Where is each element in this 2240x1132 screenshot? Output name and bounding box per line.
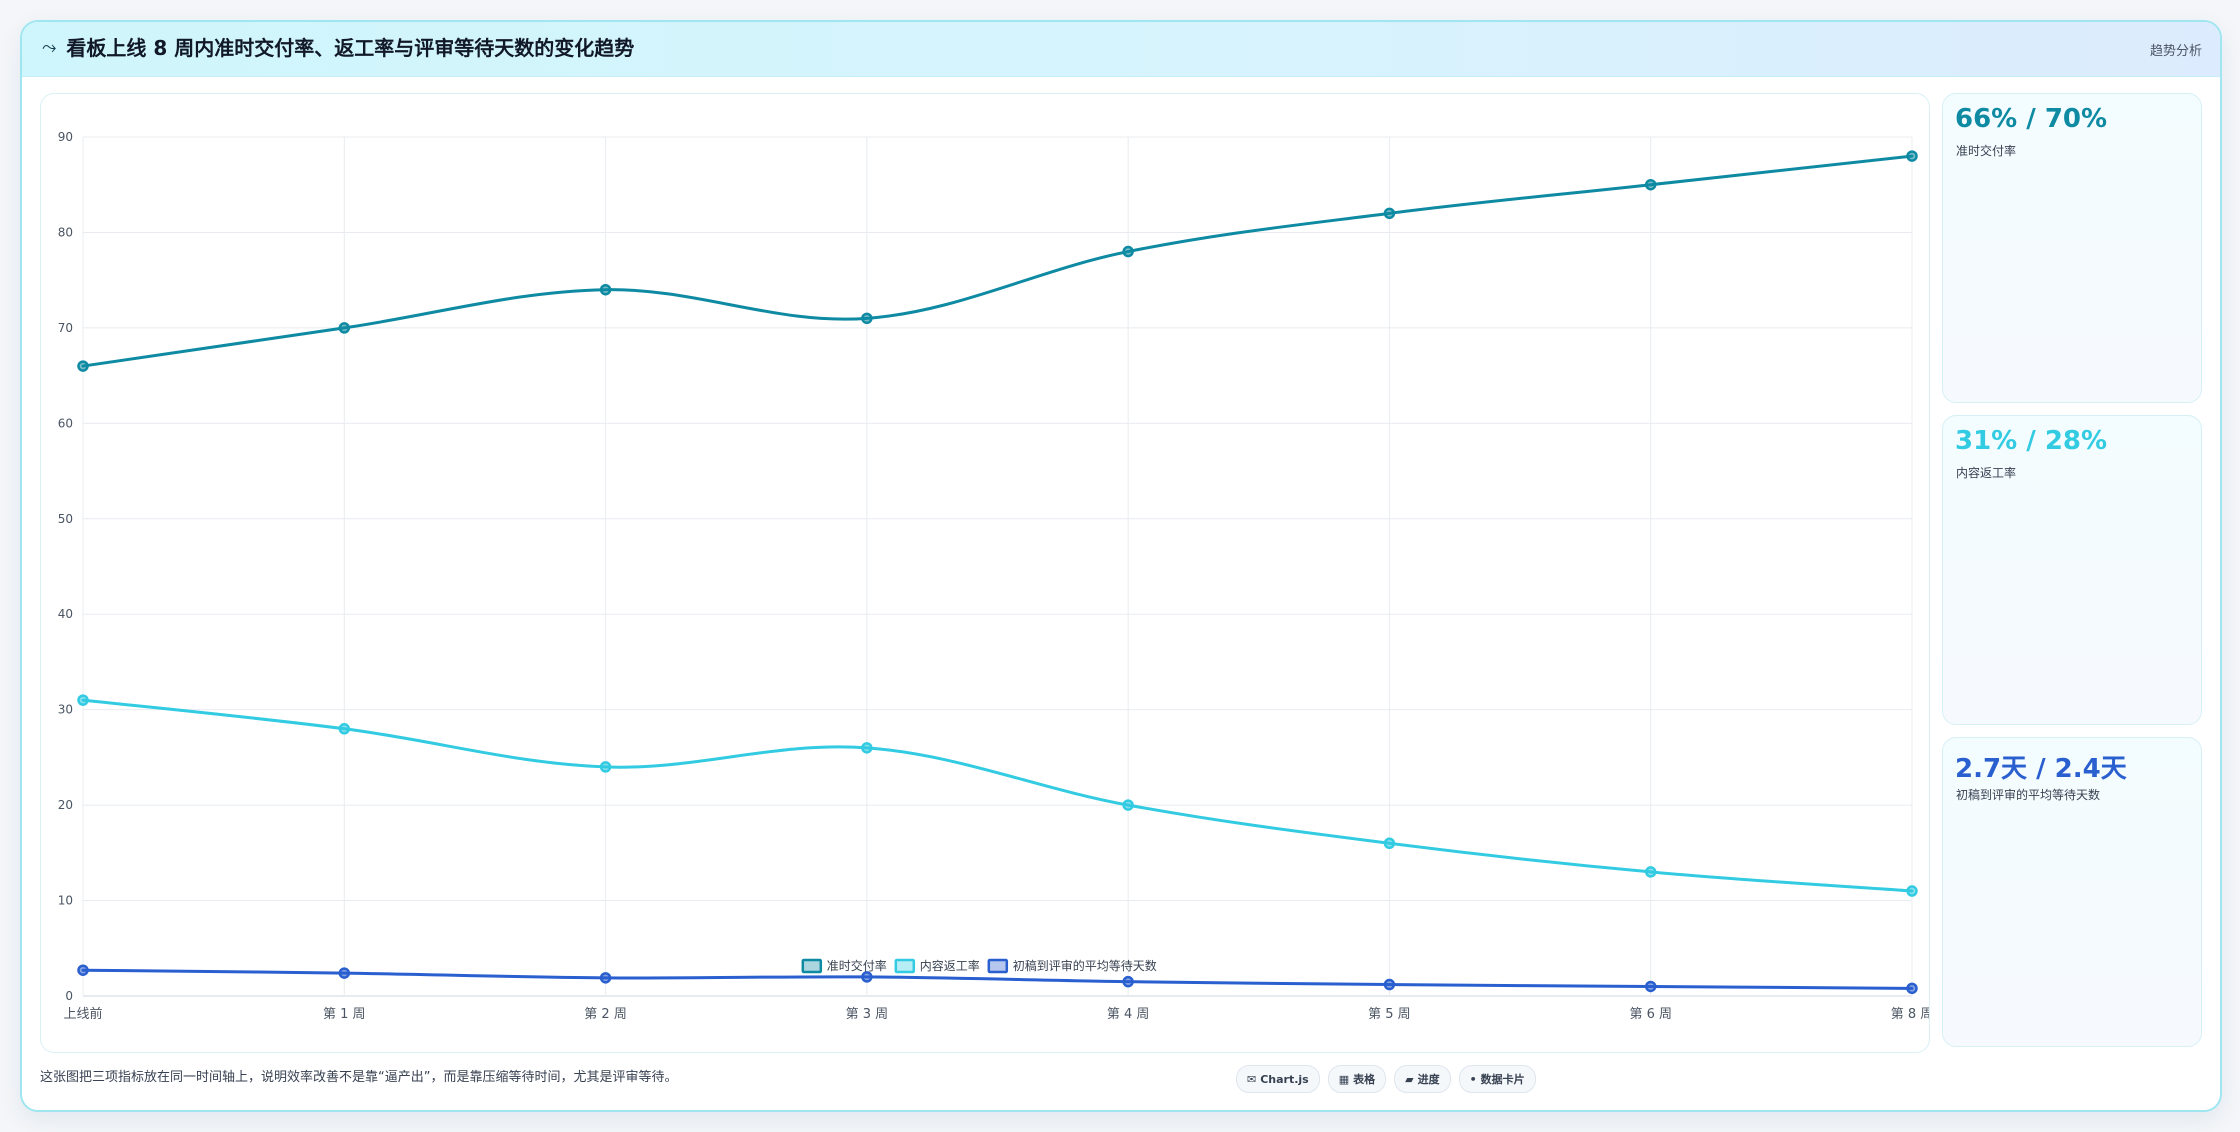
stat-card-wait: 2.7天 / 2.4天 初稿到评审的平均等待天数 [1942,737,2202,1047]
data-point [77,694,89,706]
progress-icon: ▰ [1405,1072,1414,1086]
x-tick-label: 第 5 周 [1368,1007,1411,1022]
trend-card: ⤳ 看板上线 8 周内准时交付率、返工率与评审等待天数的变化趋势 趋势分析 0 1… [20,20,2222,1112]
x-tick-label: 第 8 周 [1891,1007,1929,1022]
page-title: 看板上线 8 周内准时交付率、返工率与评审等待天数的变化趋势 [66,36,635,60]
data-point [861,742,873,754]
x-tick-label: 第 6 周 [1629,1007,1672,1022]
chip-label: Chart.js [1260,1072,1309,1086]
legend-label: 内容返工率 [920,958,980,973]
stat-label-ontime: 准时交付率 [1956,144,2017,158]
legend-swatch [801,958,823,974]
stat-value-ontime: 66% / 70% [1955,104,2108,134]
chip-label: 数据卡片 [1480,1073,1525,1086]
series-line [81,154,1914,368]
legend-label: 初稿到评审的平均等待天数 [1013,958,1157,973]
chip-table[interactable]: ▦ 表格 [1327,1065,1387,1093]
series-line [81,968,1914,990]
card-icon: • [1469,1072,1477,1086]
y-tick-label: 10 [58,894,73,908]
stat-label-rework: 内容返工率 [1956,466,2017,480]
y-tick-label: 80 [58,225,73,239]
legend-swatch [894,958,916,974]
chip-row: ✉ Chart.js ▦ 表格 ▰ 进度 • 数据卡片 [1236,1065,1536,1093]
data-point [1383,207,1396,220]
data-point [338,723,351,735]
data-point [1383,837,1396,850]
stat-value-wait: 2.7天 / 2.4天 [1955,754,2127,784]
data-point [1644,866,1657,878]
data-point [1122,799,1134,811]
chip-chartjs[interactable]: ✉ Chart.js [1236,1065,1320,1093]
data-point [1644,980,1657,993]
data-point [861,312,873,325]
legend-swatch [987,958,1009,974]
chip-data-card[interactable]: • 数据卡片 [1458,1065,1536,1093]
y-tick-label: 20 [58,798,73,812]
x-tick-label: 第 2 周 [584,1007,627,1022]
stat-value-rework: 31% / 28% [1955,426,2108,456]
data-point [77,964,89,976]
data-point [338,322,351,334]
stat-card-rework: 31% / 28% 内容返工率 [1942,415,2202,725]
stat-card-ontime: 66% / 70% 准时交付率 [1942,93,2202,403]
trend-line-icon: ⤳ [42,37,57,58]
chip-label: 表格 [1353,1073,1376,1086]
chart-footnote: 这张图把三项指标放在同一时间轴上，说明效率改善不是靠“逼产出”，而是靠压缩等待时… [40,1070,678,1085]
x-tick-label: 第 1 周 [323,1007,366,1022]
table-icon: ▦ [1338,1072,1350,1086]
data-point [1383,978,1396,991]
y-tick-label: 70 [58,321,73,335]
y-tick-label: 60 [58,416,73,430]
y-tick-label: 0 [65,989,73,1003]
chart-icon: ✉ [1247,1072,1257,1086]
data-point [599,972,612,984]
chart-panel: 0 10 20 30 40 50 60 70 80 90 上线前 第 1 周 第 2 周 第 3 周 第 4… [40,93,1930,1053]
y-tick-label: 90 [58,130,73,144]
data-point [1906,885,1918,897]
data-point [1644,178,1657,191]
title-wrap: ⤳ 看板上线 8 周内准时交付率、返工率与评审等待天数的变化趋势 [42,36,634,60]
line-chart: 0 10 20 30 40 50 60 70 80 90 上线前 第 1 周 第 2 周 第 3 周 第 4… [58,130,1929,1022]
data-point [599,283,612,296]
stat-label-wait: 初稿到评审的平均等待天数 [1956,788,2101,802]
x-tick-label: 第 4 周 [1107,1007,1150,1022]
section-tag: 趋势分析 [2149,44,2202,59]
data-point [1906,982,1918,995]
y-tick-label: 50 [58,512,73,526]
data-point [338,967,351,979]
chip-label: 进度 [1417,1073,1440,1086]
series-line [81,698,1914,893]
y-tick-label: 30 [58,703,73,717]
x-tick-label: 第 3 周 [846,1007,889,1022]
data-point [77,360,89,372]
chip-progress[interactable]: ▰ 进度 [1394,1065,1451,1093]
y-tick-label: 40 [58,607,73,621]
data-point [1906,150,1918,162]
legend-label: 准时交付率 [827,958,887,973]
card-header: ⤳ 看板上线 8 周内准时交付率、返工率与评审等待天数的变化趋势 趋势分析 [22,22,2220,77]
x-tick-label: 上线前 [63,1006,102,1022]
data-point [1122,245,1134,258]
data-point [1122,975,1134,988]
data-point [599,761,612,773]
data-point [861,971,873,983]
